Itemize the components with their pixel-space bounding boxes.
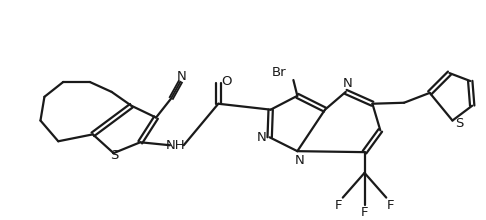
Text: Br: Br [272,66,287,79]
Text: N: N [177,70,187,82]
Text: N: N [257,131,267,144]
Text: F: F [335,199,343,212]
Text: N: N [343,77,353,90]
Text: NH: NH [166,139,186,152]
Text: F: F [361,206,368,219]
Text: S: S [455,117,464,130]
Text: O: O [221,75,231,88]
Text: F: F [386,199,394,212]
Text: N: N [295,154,304,167]
Text: S: S [110,148,119,162]
